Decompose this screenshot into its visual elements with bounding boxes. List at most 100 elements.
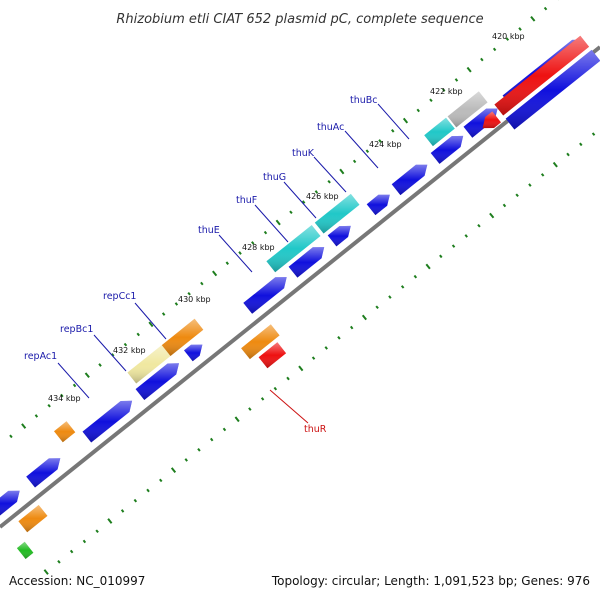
map-title: Rhizobium etli CIAT 652 plasmid pC, comp…	[116, 12, 483, 27]
gene-label-thuE: thuE	[198, 225, 220, 236]
tick-mark	[174, 302, 179, 306]
gene-label-thuBc: thuBc	[350, 95, 378, 106]
label-leaders	[57, 103, 410, 424]
tick-mark	[579, 142, 583, 147]
feature-green	[16, 541, 34, 559]
tick-mark	[298, 365, 304, 372]
tick-mark	[161, 312, 166, 316]
sequence-summary: Topology: circular; Length: 1,091,523 bp…	[271, 574, 590, 588]
tick-mark	[72, 383, 77, 388]
tick-mark	[451, 244, 456, 248]
tick-mark	[57, 559, 61, 564]
inner-tick-ring	[43, 132, 596, 575]
tick-mark	[170, 467, 177, 474]
tick-mark	[391, 128, 395, 133]
tick-labels: 420 kbp 422 kbp 424 kbp 426 kbp 428 kbp …	[48, 32, 525, 403]
cds-block	[135, 363, 179, 400]
tick-mark	[339, 168, 345, 175]
leader-thuBc	[377, 103, 410, 140]
feature-repAc1-small	[54, 421, 76, 443]
tick-mark	[388, 295, 392, 299]
feature-thuAc	[424, 117, 455, 147]
accession-text: Accession: NC_010997	[9, 574, 145, 588]
tick-mark	[225, 261, 229, 265]
tick-mark	[289, 210, 293, 215]
leader-thuG	[283, 181, 317, 219]
reverse-feature-track	[16, 35, 600, 559]
tick-mark	[133, 498, 138, 503]
tick-mark	[9, 434, 13, 439]
leader-repBc1	[93, 334, 127, 372]
feature-thuR-red	[258, 342, 287, 369]
inner-cds-track	[0, 39, 584, 516]
tick-mark	[429, 98, 433, 103]
tick-mark	[314, 190, 319, 194]
tick-mark	[454, 78, 459, 82]
cds-block	[288, 247, 325, 278]
gene-label-repCc1: repCc1	[103, 291, 136, 302]
feature-thuR	[18, 505, 48, 533]
feature-thuF	[314, 193, 360, 234]
tick-label-428: 428 kbp	[242, 243, 275, 252]
tick-mark	[95, 529, 99, 534]
tick-mark	[489, 212, 495, 219]
leader-thuK	[313, 156, 347, 193]
gene-label-thuF: thuF	[236, 195, 257, 206]
tick-mark	[540, 173, 545, 177]
tick-mark	[413, 274, 418, 279]
tick-mark	[222, 427, 227, 432]
tick-mark	[327, 179, 331, 184]
tick-mark	[286, 376, 290, 381]
tick-mark	[43, 569, 49, 575]
tick-label-430: 430 kbp	[178, 295, 211, 304]
tick-mark	[518, 27, 522, 31]
tick-mark	[591, 132, 596, 136]
leader-thuE	[218, 234, 253, 273]
feature-repCc1	[161, 318, 204, 356]
reverse-red-block	[494, 35, 590, 116]
tick-mark	[148, 321, 154, 328]
tick-mark	[378, 139, 382, 143]
tick-mark	[505, 37, 510, 41]
tick-mark	[34, 414, 39, 418]
gene-label-repBc1: repBc1	[60, 324, 93, 335]
feature-thuBc	[447, 91, 488, 128]
tick-label-434: 434 kbp	[48, 394, 81, 403]
tick-mark	[210, 437, 214, 442]
cds-block	[184, 344, 203, 362]
tick-mark	[349, 325, 354, 330]
tick-mark	[480, 57, 484, 62]
tick-mark	[123, 342, 128, 347]
tick-mark	[120, 509, 125, 513]
tick-mark	[439, 254, 443, 259]
tick-mark	[107, 518, 113, 524]
cds-block	[243, 277, 287, 314]
tick-mark	[441, 88, 446, 92]
tick-mark	[238, 251, 242, 255]
tick-mark	[187, 291, 191, 296]
tick-mark	[111, 353, 115, 357]
feature-thuR-main	[241, 324, 280, 360]
tick-mark	[197, 447, 201, 452]
cds-block	[82, 400, 133, 443]
tick-mark	[337, 335, 341, 340]
outer-feature-track	[54, 91, 488, 443]
tick-mark	[260, 397, 265, 401]
cds-block	[26, 458, 61, 488]
tick-mark	[136, 332, 140, 337]
cds-block	[366, 194, 390, 216]
leader-thuAc	[344, 130, 379, 169]
tick-mark	[251, 241, 255, 245]
tick-label-420: 420 kbp	[492, 32, 525, 41]
tick-mark	[552, 161, 558, 168]
tick-mark	[21, 423, 27, 429]
tick-mark	[466, 66, 472, 73]
tick-mark	[502, 203, 507, 208]
tick-label-426: 426 kbp	[306, 192, 339, 201]
tick-mark	[477, 223, 481, 228]
tick-mark	[416, 108, 420, 113]
tick-mark	[98, 363, 102, 367]
tick-mark	[400, 285, 405, 289]
gene-label-thuK: thuK	[292, 148, 315, 159]
gene-label-thuG: thuG	[263, 172, 286, 183]
